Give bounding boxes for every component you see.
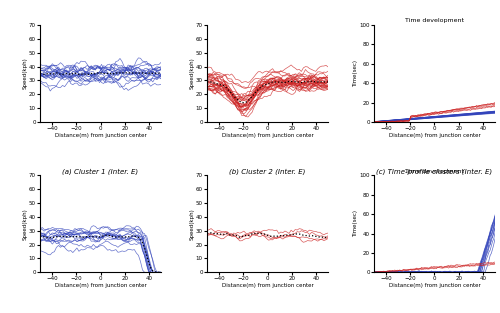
X-axis label: Distance(m) from junction center: Distance(m) from junction center — [222, 133, 314, 138]
Y-axis label: Time(sec): Time(sec) — [353, 60, 358, 87]
Title: Time development: Time development — [405, 169, 464, 174]
Y-axis label: Speed(kph): Speed(kph) — [22, 208, 28, 240]
X-axis label: Distance(m) from junction center: Distance(m) from junction center — [222, 283, 314, 288]
Y-axis label: Speed(kph): Speed(kph) — [190, 58, 194, 90]
Text: (a) Cluster 1 (Inter. E): (a) Cluster 1 (Inter. E) — [62, 169, 138, 175]
X-axis label: Distance(m) from junction center: Distance(m) from junction center — [54, 133, 146, 138]
Text: (b) Cluster 2 (Inter. E): (b) Cluster 2 (Inter. E) — [230, 169, 306, 175]
Text: (c) Time-profile clusters (Inter. E): (c) Time-profile clusters (Inter. E) — [376, 169, 492, 175]
Title: Time development: Time development — [405, 18, 464, 23]
Y-axis label: Speed(kph): Speed(kph) — [22, 58, 28, 90]
Y-axis label: Time(sec): Time(sec) — [353, 210, 358, 237]
X-axis label: Distance(m) from junction center: Distance(m) from junction center — [54, 283, 146, 288]
X-axis label: Distance(m) from junction center: Distance(m) from junction center — [388, 283, 480, 288]
X-axis label: Distance(m) from junction center: Distance(m) from junction center — [388, 133, 480, 138]
Y-axis label: Speed(kph): Speed(kph) — [190, 208, 194, 240]
